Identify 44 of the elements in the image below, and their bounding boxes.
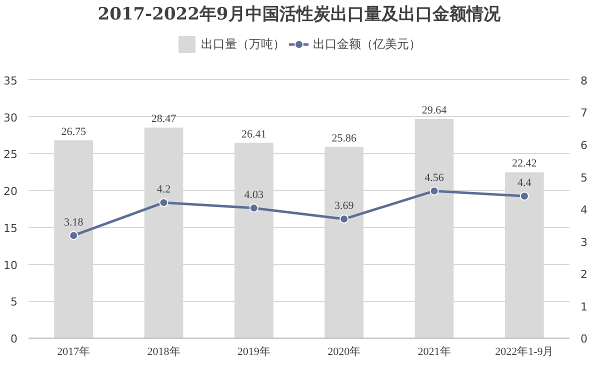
y2-tick-label: 5 [580,171,588,184]
y2-tick-label: 1 [580,300,588,314]
y2-tick-label: 4 [580,204,588,217]
x-tick-label: 2019年 [237,346,270,358]
data-label: 25.86 [332,132,357,144]
y-tick-label: 15 [4,222,18,235]
y-tick-label: 25 [4,148,18,162]
chart-title: 2017-2022年9月中国活性炭出口量及出口金额情况 [98,4,502,24]
data-label: 3.18 [64,216,84,228]
y-tick-label: 20 [4,185,18,198]
y-tick-label: 10 [4,258,18,272]
y2-tick-label: 8 [580,74,588,88]
y2-tick-label: 2 [580,268,588,282]
y-tick-label: 30 [4,111,18,124]
data-label: 4.2 [156,184,171,196]
legend-label: 出口金额（亿美元） [313,36,421,52]
legend-label: 出口量（万吨） [201,36,285,52]
y-tick-label: 5 [10,296,18,309]
point [159,198,168,208]
point [69,230,78,240]
point [520,192,529,201]
data-label: 4.4 [518,177,532,190]
data-label: 4.56 [424,172,444,184]
point [430,186,439,196]
data-label: 28.47 [151,113,177,126]
y-tick-label: 0 [10,332,18,346]
data-label: 26.41 [242,128,266,140]
x-tick-label: 2018年 [147,346,180,358]
x-tick-label: 2022年1-9月 [495,346,554,358]
x-tick-label: 2021年 [418,346,451,358]
data-label: 26.75 [61,126,86,138]
data-label: 4.03 [244,189,264,202]
point [249,204,258,213]
data-label: 22.42 [512,158,537,170]
y2-tick-label: 7 [580,106,588,120]
x-tick-label: 2017年 [57,346,90,358]
data-label: 3.69 [334,200,354,212]
data-label: 29.64 [422,104,448,116]
y-tick-label: 35 [4,74,18,88]
y2-tick-label: 0 [580,332,588,346]
y2-tick-label: 6 [580,138,588,152]
y2-tick-label: 3 [580,236,588,249]
x-tick-label: 2020年 [328,346,361,358]
point [340,214,349,224]
